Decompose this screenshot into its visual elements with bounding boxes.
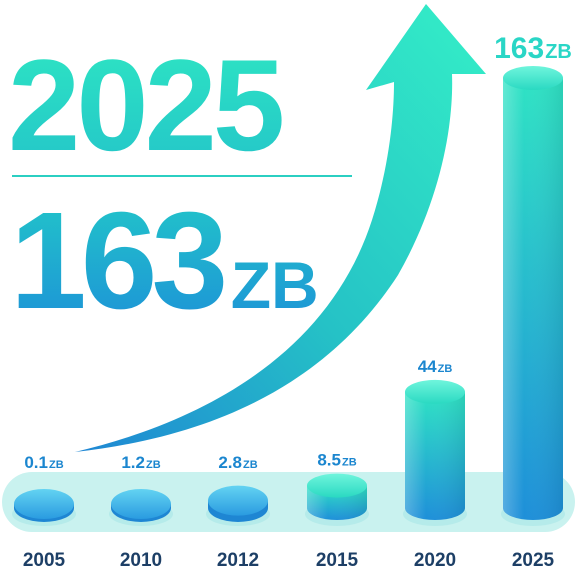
tick-label-2005: 2005 — [23, 550, 66, 571]
disc-top — [14, 489, 74, 519]
bar-2015 — [305, 473, 369, 526]
value-label-2010: 1.2ZB — [121, 453, 160, 472]
bar-top — [405, 379, 465, 404]
bar-shading — [405, 391, 465, 520]
hero-year: 2025 — [8, 32, 282, 178]
value-label-2005: 0.1ZB — [24, 453, 63, 472]
bar-2020 — [403, 379, 467, 526]
bar-2010 — [109, 489, 173, 526]
value-label-2020: 44ZB — [418, 357, 453, 376]
disc-top — [208, 485, 268, 516]
value-label-2025: 163ZB — [494, 32, 572, 65]
value-label-2012: 2.8ZB — [218, 453, 257, 472]
bar-2005 — [12, 489, 76, 526]
bar-2025 — [501, 66, 565, 526]
value-label-2015: 8.5ZB — [317, 451, 356, 470]
hero-value: 163 ZB — [10, 184, 319, 338]
hero-value-unit: ZB — [231, 248, 319, 322]
tick-label-2012: 2012 — [217, 550, 259, 571]
labels-layer: 0.1ZB 2005 1.2ZB 2010 2.8ZB 2012 8.5ZB 2015 44ZB… — [23, 32, 572, 571]
tick-label-2010: 2010 — [120, 550, 162, 571]
tick-label-2015: 2015 — [316, 550, 359, 571]
trend-arrow — [75, 4, 486, 452]
bar-2012 — [206, 485, 270, 526]
base-tray — [2, 472, 575, 532]
bars-layer — [12, 66, 565, 526]
disc-top — [111, 489, 171, 519]
bar-top — [503, 66, 563, 90]
hero-value-number: 163 — [10, 184, 223, 338]
tick-label-2025: 2025 — [512, 550, 555, 571]
bar-shading — [503, 78, 563, 520]
tick-label-2020: 2020 — [414, 550, 456, 571]
bar-top — [307, 473, 367, 498]
